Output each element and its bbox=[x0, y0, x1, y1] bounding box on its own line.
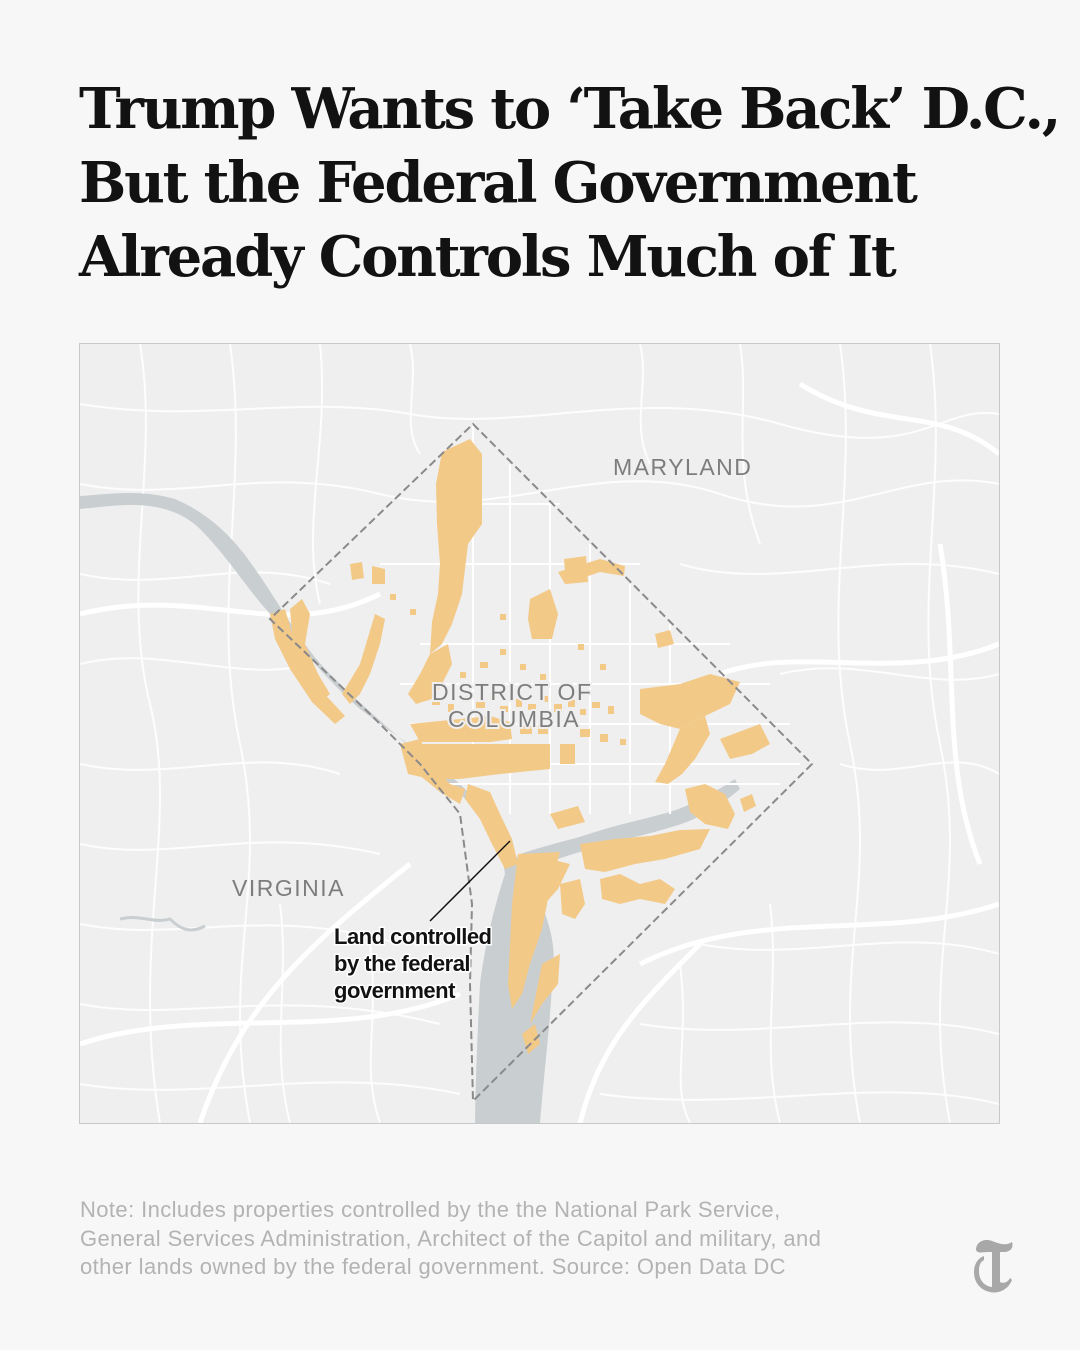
joint-base-anacostia bbox=[508, 852, 560, 1009]
kenilworth-park bbox=[655, 716, 710, 784]
headline: Trump Wants to ‘Take Back’ D.C., But the… bbox=[79, 72, 1061, 294]
source-note: Note: Includes properties controlled by … bbox=[80, 1196, 940, 1282]
battery-kemble-park bbox=[290, 599, 330, 702]
navy-yard bbox=[550, 806, 585, 829]
label-district-line-2: COLUMBIA bbox=[448, 706, 580, 732]
federal-core-blocks bbox=[410, 716, 512, 742]
fort-reno bbox=[350, 562, 364, 580]
label-district-line-1: DISTRICT OF bbox=[432, 679, 592, 705]
east-potomac-park bbox=[465, 784, 518, 869]
capitol-blocks bbox=[560, 744, 575, 764]
downtown-parcels bbox=[390, 594, 626, 745]
rock-creek-park bbox=[430, 439, 482, 654]
northeast-strip bbox=[558, 559, 625, 584]
note-line-3: other lands owned by the federal governm… bbox=[80, 1254, 786, 1279]
headline-line-1: Trump Wants to ‘Take Back’ D.C., bbox=[79, 76, 1061, 142]
oxon-run-park bbox=[560, 879, 585, 919]
nyt-t-logo-icon bbox=[974, 1240, 1013, 1293]
dc-boundary bbox=[268, 422, 814, 1104]
federal-land bbox=[270, 439, 770, 1054]
arboretum bbox=[640, 674, 740, 729]
rivers bbox=[80, 492, 740, 1123]
note-line-2: General Services Administration, Archite… bbox=[80, 1225, 822, 1251]
anacostia-river bbox=[520, 779, 740, 869]
minor-roads bbox=[80, 344, 999, 1123]
label-virginia: VIRGINIA bbox=[232, 875, 345, 901]
annotation-line-3: government bbox=[334, 978, 456, 1003]
soldiers-home bbox=[528, 589, 558, 639]
annotation-line-1: Land controlled bbox=[334, 924, 492, 949]
major-roads bbox=[80, 381, 999, 1123]
fort-dupont-park bbox=[685, 784, 735, 829]
headline-line-3: Already Controls Much of It bbox=[79, 224, 897, 290]
bolling-strip bbox=[530, 954, 560, 1024]
southeast-ridge bbox=[580, 829, 710, 872]
northwest-patch bbox=[372, 566, 385, 584]
east-capitol-strip bbox=[720, 724, 770, 759]
far-southeast-strip bbox=[600, 874, 675, 904]
map: MARYLAND DISTRICT OF COLUMBIA VIRGINIA L… bbox=[79, 343, 1000, 1124]
georgetown-waterfront bbox=[400, 739, 465, 804]
annotation-leader-line bbox=[429, 840, 511, 922]
headline-line-2: But the Federal Government bbox=[79, 150, 918, 216]
fort-davis bbox=[740, 794, 756, 812]
northeast-patch bbox=[655, 630, 674, 648]
note-line-1: Note: Includes properties controlled by … bbox=[80, 1197, 781, 1222]
glover-park bbox=[342, 614, 385, 704]
label-maryland: MARYLAND bbox=[613, 454, 752, 480]
rock-creek-corridor bbox=[408, 644, 452, 704]
annotation-line-2: by the federal bbox=[334, 951, 470, 976]
tributary-creek bbox=[119, 916, 206, 932]
potomac-river bbox=[80, 492, 554, 1123]
